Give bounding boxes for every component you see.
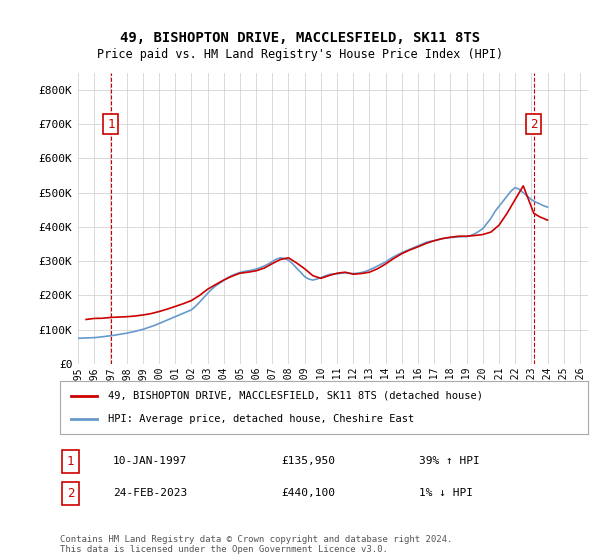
- Text: 2: 2: [67, 487, 74, 500]
- Text: 1% ↓ HPI: 1% ↓ HPI: [419, 488, 473, 498]
- Text: 49, BISHOPTON DRIVE, MACCLESFIELD, SK11 8TS: 49, BISHOPTON DRIVE, MACCLESFIELD, SK11 …: [120, 31, 480, 45]
- Text: 2: 2: [530, 118, 538, 130]
- Text: 49, BISHOPTON DRIVE, MACCLESFIELD, SK11 8TS (detached house): 49, BISHOPTON DRIVE, MACCLESFIELD, SK11 …: [107, 391, 482, 401]
- Text: HPI: Average price, detached house, Cheshire East: HPI: Average price, detached house, Ches…: [107, 414, 414, 424]
- Text: 1: 1: [107, 118, 115, 130]
- Text: Contains HM Land Registry data © Crown copyright and database right 2024.
This d: Contains HM Land Registry data © Crown c…: [60, 535, 452, 554]
- Text: 24-FEB-2023: 24-FEB-2023: [113, 488, 187, 498]
- Text: 1: 1: [67, 455, 74, 468]
- Text: £135,950: £135,950: [282, 456, 336, 466]
- Text: £440,100: £440,100: [282, 488, 336, 498]
- Text: Price paid vs. HM Land Registry's House Price Index (HPI): Price paid vs. HM Land Registry's House …: [97, 48, 503, 60]
- Text: 39% ↑ HPI: 39% ↑ HPI: [419, 456, 480, 466]
- Text: 10-JAN-1997: 10-JAN-1997: [113, 456, 187, 466]
